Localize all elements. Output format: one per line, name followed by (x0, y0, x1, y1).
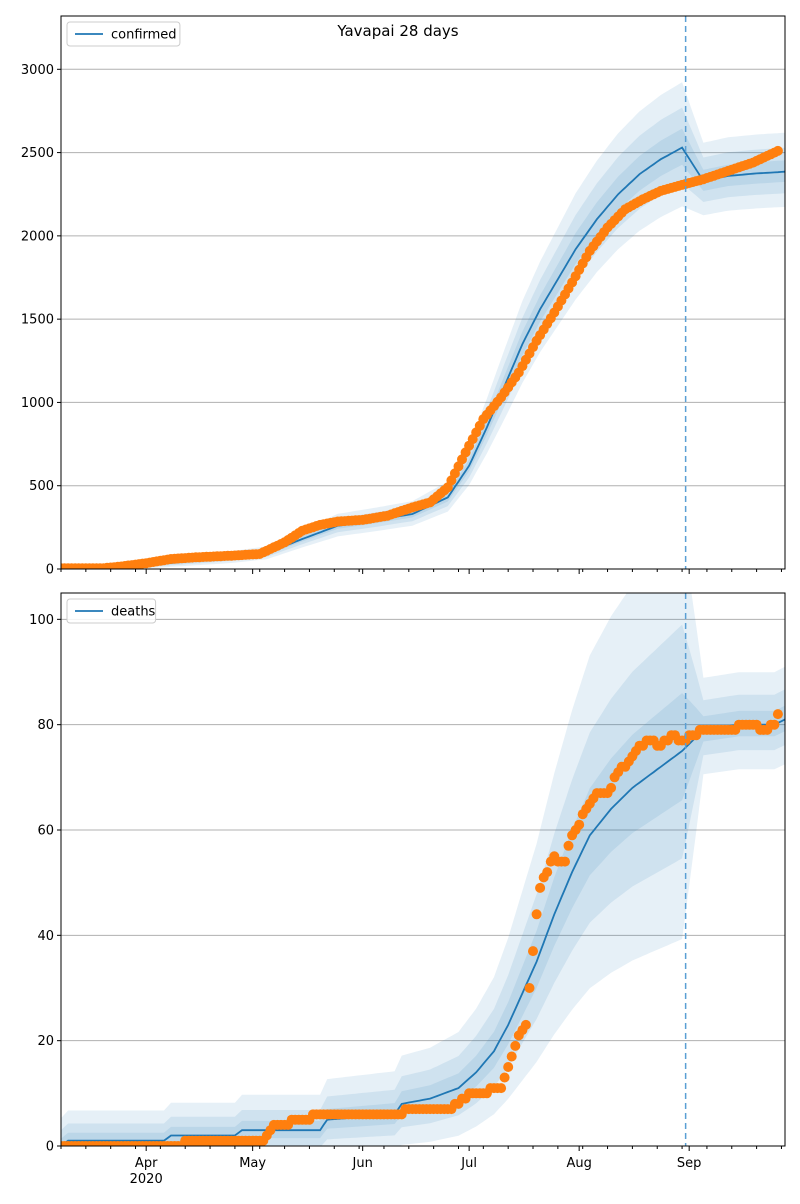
y-tick-label: 0 (46, 1140, 54, 1155)
legend-label: deaths (111, 605, 156, 620)
data-point (772, 709, 783, 720)
x-tick-label: Sep (677, 1156, 702, 1171)
chart-title: Yavapai 28 days (336, 22, 458, 40)
data-point (535, 882, 546, 893)
data-point (496, 1083, 507, 1094)
x-tick-label: Jul (460, 1156, 477, 1171)
uncertainty-band-2 (61, 624, 785, 1146)
y-tick-label: 100 (29, 613, 54, 628)
legend: deaths (66, 598, 157, 624)
data-point (524, 983, 535, 993)
data-point (606, 782, 617, 793)
y-tick-label: 3000 (21, 63, 54, 78)
y-tick-label: 0 (46, 563, 54, 578)
legend-label: confirmed (111, 28, 177, 43)
y-tick-label: 20 (37, 1034, 54, 1049)
data-point (542, 867, 553, 878)
data-point (560, 856, 570, 867)
data-point (772, 145, 783, 156)
x-tick-sublabel: 2020 (130, 1172, 163, 1187)
x-tick-label: May (239, 1156, 266, 1171)
plot-area (61, 593, 785, 1146)
y-tick-label: 40 (37, 929, 54, 944)
data-point (520, 1019, 531, 1030)
data-point (769, 719, 780, 730)
x-tick-label: Apr (135, 1156, 158, 1171)
uncertainty-band-1 (61, 593, 785, 1146)
data-point (528, 946, 538, 957)
axes-frame (60, 15, 786, 570)
data-point (510, 1040, 521, 1051)
legend-box (66, 598, 157, 624)
data-point (499, 1072, 510, 1083)
y-tick-label: 1000 (21, 396, 54, 411)
panel-1: 0 500 1000 1500 2000 2500 3000 confirmed (21, 15, 786, 578)
y-tick-label: 500 (29, 479, 54, 494)
legend-box (66, 21, 181, 47)
plot-area (61, 82, 785, 569)
uncertainty-band-3 (61, 693, 785, 1146)
y-tick-label: 80 (37, 718, 54, 733)
y-tick-label: 2500 (21, 146, 54, 161)
x-tick-label: Jun (352, 1156, 373, 1171)
data-point (531, 909, 542, 920)
series-line-deaths (61, 718, 785, 1146)
y-tick-label: 2000 (21, 229, 54, 244)
uncertainty-band-2 (61, 107, 785, 569)
data-point (503, 1062, 514, 1072)
legend: confirmed (66, 21, 181, 47)
axes-frame (60, 592, 786, 1147)
data-point (574, 819, 585, 830)
data-point (563, 840, 574, 851)
y-tick-label: 1500 (21, 313, 54, 328)
x-tick-label: Aug (566, 1156, 591, 1171)
uncertainty-band-1 (61, 82, 785, 569)
y-tick-label: 60 (37, 824, 54, 839)
data-point (506, 1051, 517, 1062)
